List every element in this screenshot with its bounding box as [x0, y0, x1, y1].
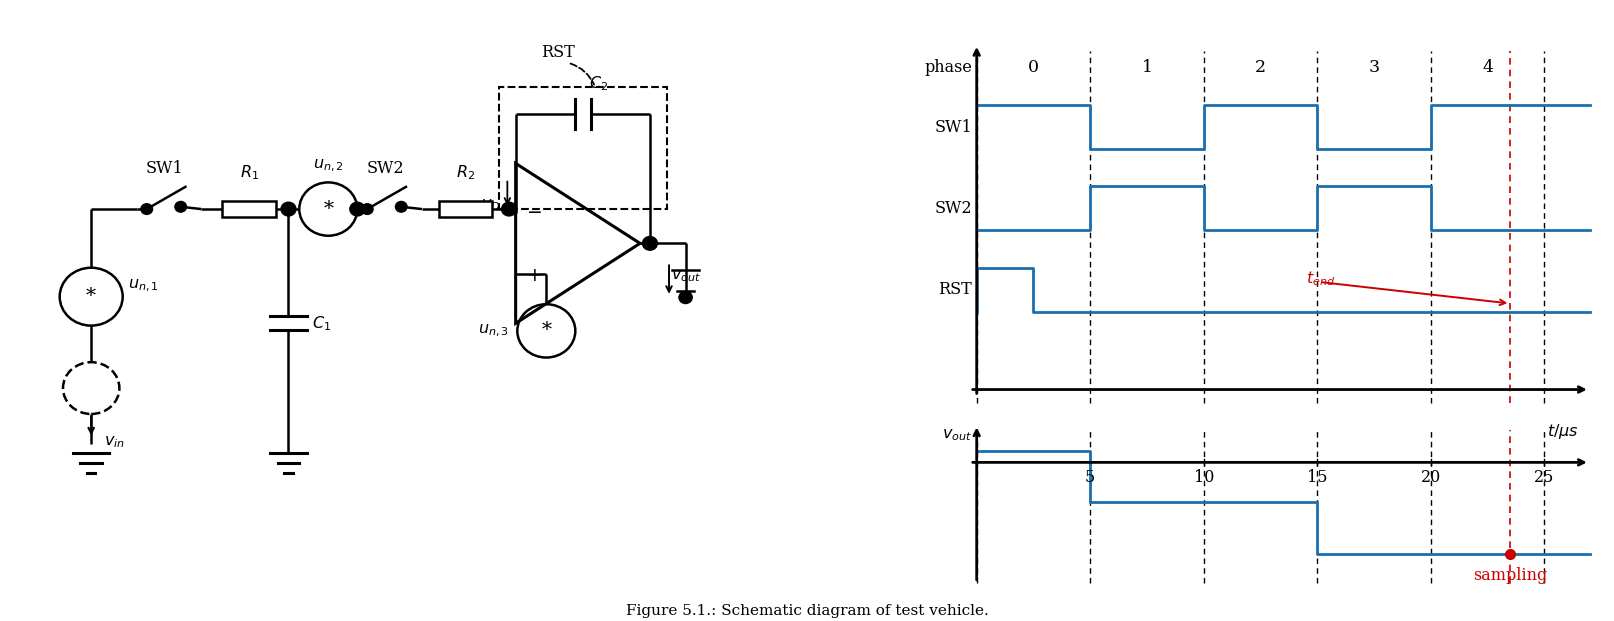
Text: $-$: $-$ [526, 202, 542, 220]
Text: $v_{in}$: $v_{in}$ [103, 433, 124, 450]
Text: sampling: sampling [1474, 566, 1548, 584]
Text: RST: RST [938, 281, 972, 298]
Circle shape [679, 291, 692, 304]
Text: SW2: SW2 [935, 200, 972, 217]
Text: 25: 25 [1535, 469, 1554, 486]
Text: $v_{out}$: $v_{out}$ [943, 426, 972, 443]
Text: *: * [323, 199, 332, 219]
Bar [499, 87, 667, 209]
Circle shape [502, 202, 516, 216]
Text: 0: 0 [1028, 59, 1039, 76]
Text: $u_{n,1}$: $u_{n,1}$ [129, 277, 160, 294]
Text: $+$: $+$ [526, 267, 542, 285]
Text: SW2: SW2 [366, 160, 404, 177]
Text: 2: 2 [1256, 59, 1265, 76]
Text: SW1: SW1 [935, 119, 972, 135]
Text: $C_2$: $C_2$ [589, 74, 608, 93]
Text: $R_1$: $R_1$ [239, 163, 258, 182]
Text: $t_{end}$: $t_{end}$ [1306, 270, 1335, 288]
Text: *: * [541, 322, 552, 340]
Circle shape [362, 204, 373, 214]
Text: 4: 4 [1482, 59, 1493, 76]
Text: $u_{n,2}$: $u_{n,2}$ [313, 157, 344, 174]
Circle shape [395, 201, 407, 212]
Text: SW1: SW1 [147, 160, 184, 177]
Circle shape [350, 202, 365, 216]
Circle shape [174, 201, 187, 212]
Text: $R_2$: $R_2$ [455, 163, 475, 182]
Text: 1: 1 [1141, 59, 1152, 76]
Text: RST: RST [541, 44, 575, 61]
Text: $v_D$: $v_D$ [481, 196, 500, 214]
Bar [439, 201, 492, 217]
Circle shape [140, 204, 153, 214]
Text: 5: 5 [1085, 469, 1096, 486]
Text: 3: 3 [1369, 59, 1380, 76]
Bar [223, 201, 276, 217]
Circle shape [281, 202, 295, 216]
Text: 10: 10 [1194, 469, 1214, 486]
Text: Figure 5.1.: Schematic diagram of test vehicle.: Figure 5.1.: Schematic diagram of test v… [626, 604, 988, 618]
Circle shape [642, 237, 657, 250]
Text: 15: 15 [1307, 469, 1328, 486]
Text: 20: 20 [1420, 469, 1441, 486]
Text: *: * [86, 287, 97, 306]
Text: $C_1$: $C_1$ [312, 314, 331, 333]
Text: $t/\mu s$: $t/\mu s$ [1546, 422, 1578, 441]
Text: phase: phase [925, 59, 972, 76]
Text: $u_{n,3}$: $u_{n,3}$ [478, 322, 508, 339]
Text: $v_{out}$: $v_{out}$ [671, 267, 700, 284]
